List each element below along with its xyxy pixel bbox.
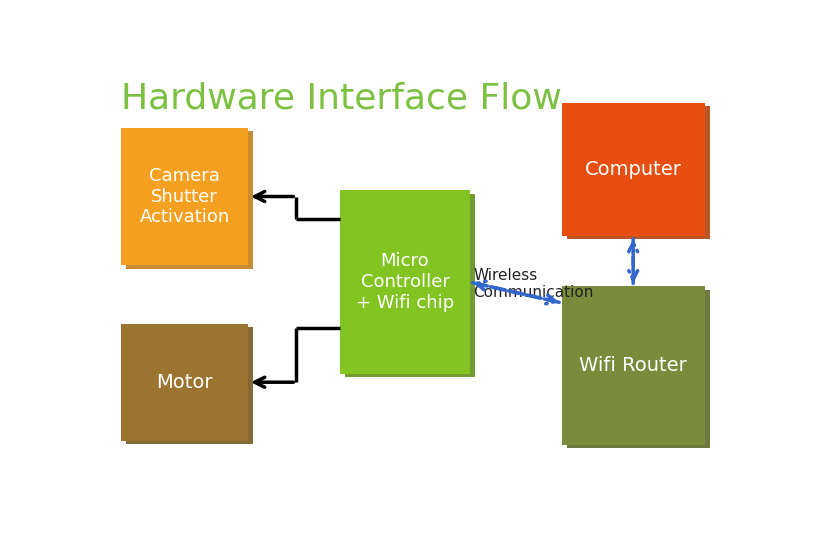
Text: Wireless
Communication: Wireless Communication (473, 268, 594, 300)
Text: Micro
Controller
+ Wifi chip: Micro Controller + Wifi chip (356, 252, 454, 312)
FancyBboxPatch shape (126, 131, 253, 269)
FancyBboxPatch shape (121, 324, 248, 441)
FancyBboxPatch shape (340, 190, 470, 374)
FancyBboxPatch shape (567, 106, 709, 240)
Text: Hardware Interface Flow: Hardware Interface Flow (121, 82, 562, 116)
FancyBboxPatch shape (345, 193, 475, 377)
FancyBboxPatch shape (562, 286, 704, 445)
Text: Computer: Computer (585, 160, 681, 179)
FancyBboxPatch shape (567, 289, 709, 448)
FancyBboxPatch shape (121, 127, 248, 266)
Text: Wifi Router: Wifi Router (579, 356, 687, 375)
FancyBboxPatch shape (562, 102, 704, 236)
Text: Motor: Motor (156, 373, 213, 392)
Text: Camera
Shutter
Activation: Camera Shutter Activation (140, 167, 230, 227)
FancyBboxPatch shape (126, 327, 253, 444)
